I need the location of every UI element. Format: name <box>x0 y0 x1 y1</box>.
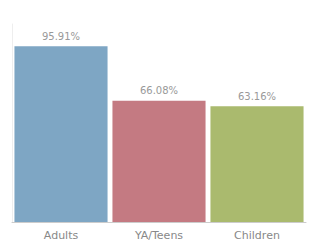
svg-text:YA/Teens: YA/Teens <box>134 229 183 242</box>
svg-text:63.16%: 63.16% <box>238 91 276 102</box>
svg-text:95.91%: 95.91% <box>42 31 80 42</box>
svg-text:Adults: Adults <box>44 229 79 242</box>
svg-text:66.08%: 66.08% <box>140 85 178 96</box>
svg-text:Children: Children <box>234 229 280 242</box>
